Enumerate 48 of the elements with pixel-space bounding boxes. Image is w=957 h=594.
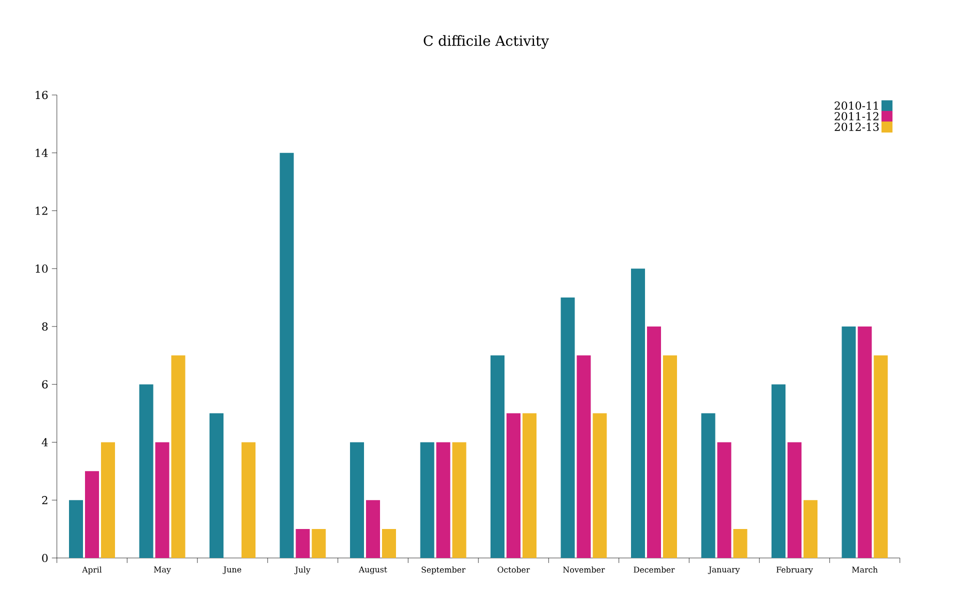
y-tick-label: 10 [36,264,48,273]
bar [139,384,154,558]
bar [647,326,662,558]
y-tick-label: 2 [42,496,48,504]
bar [280,152,294,558]
bar [506,413,521,558]
y-tick-label: 4 [42,438,48,446]
bar [772,384,786,558]
bar [522,413,537,558]
bar [701,413,716,558]
y-tick-label: 12 [36,206,48,215]
bar [69,500,84,558]
bar [490,355,505,558]
bar [242,442,256,558]
y-tick-label: 8 [42,322,48,331]
legend-label: 2010-11 [834,101,878,110]
y-tick-label: 16 [36,90,48,100]
bar [717,442,732,558]
bar [576,355,591,558]
bar [436,442,450,558]
bar [631,268,646,558]
bar [733,529,748,558]
bar [592,413,607,558]
chart-title: C difficile Activity [424,35,549,49]
bar [312,529,326,558]
legend-label: 2012-13 [834,122,879,132]
y-tick-label: 6 [42,380,48,389]
bar [155,442,170,558]
bar [420,442,434,558]
bar [210,413,224,558]
bar [842,326,856,558]
bar [874,355,888,558]
bar [296,529,310,558]
bar [452,442,466,558]
y-tick-label: 14 [36,148,48,157]
bar [788,442,802,558]
bar [101,442,116,558]
bar [382,529,396,558]
legend-label: 2011-12 [834,112,878,120]
bar [663,355,678,558]
bar [366,500,380,558]
bar [350,442,364,558]
bar [858,326,872,558]
bar [85,471,100,558]
bar [171,355,186,558]
bar [560,298,575,558]
y-tick-label: 0 [42,554,48,562]
bar [804,500,818,558]
